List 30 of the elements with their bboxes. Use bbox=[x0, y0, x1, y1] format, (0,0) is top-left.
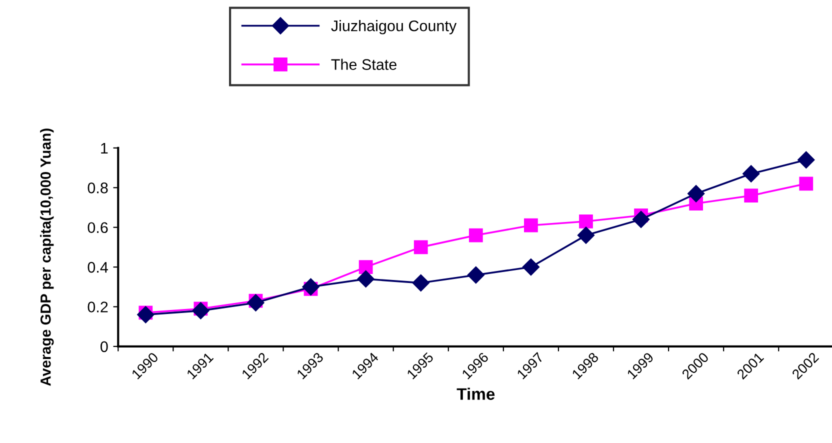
point bbox=[468, 228, 483, 242]
point bbox=[522, 258, 540, 276]
y-tick-label: 0.4 bbox=[88, 262, 108, 273]
point bbox=[467, 266, 484, 284]
y-tick-label: 0 bbox=[100, 341, 108, 352]
point bbox=[412, 274, 430, 292]
point bbox=[798, 151, 815, 168]
point bbox=[357, 270, 374, 288]
legend-label: Jiuzhaigou County bbox=[331, 20, 457, 34]
point bbox=[744, 188, 758, 203]
point bbox=[192, 302, 210, 320]
y-tick-label: 1 bbox=[101, 142, 108, 154]
point bbox=[799, 176, 814, 191]
y-tick-label: 0.8 bbox=[88, 182, 108, 194]
point bbox=[742, 165, 760, 182]
y-tick-label: 0.2 bbox=[88, 302, 108, 312]
point bbox=[524, 218, 538, 232]
x-axis-title: Time bbox=[456, 388, 495, 400]
y-tick-label: 0.6 bbox=[88, 222, 108, 234]
point bbox=[302, 278, 320, 296]
legend-label: The State bbox=[331, 58, 396, 70]
point bbox=[632, 210, 650, 228]
point bbox=[358, 260, 373, 274]
point bbox=[688, 185, 705, 202]
point bbox=[579, 214, 593, 228]
point bbox=[414, 240, 428, 254]
point bbox=[247, 294, 264, 312]
point bbox=[577, 226, 595, 244]
point bbox=[137, 306, 154, 324]
y-axis-title: Average GDP per capita(10,000 Yuan) bbox=[40, 128, 54, 386]
